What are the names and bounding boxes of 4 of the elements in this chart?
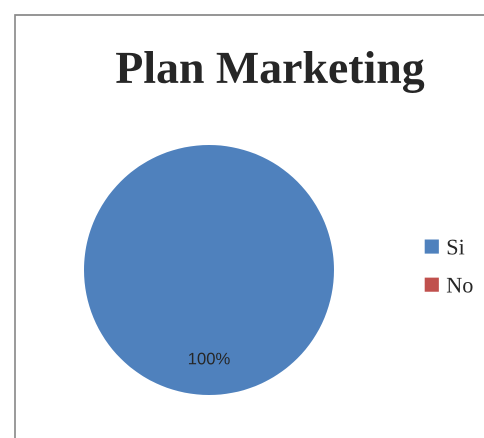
data-label: 100% bbox=[188, 352, 230, 364]
legend-label: No bbox=[446, 278, 473, 293]
chart-title: Plan Marketing bbox=[116, 51, 424, 93]
legend-label: Si bbox=[448, 240, 464, 255]
